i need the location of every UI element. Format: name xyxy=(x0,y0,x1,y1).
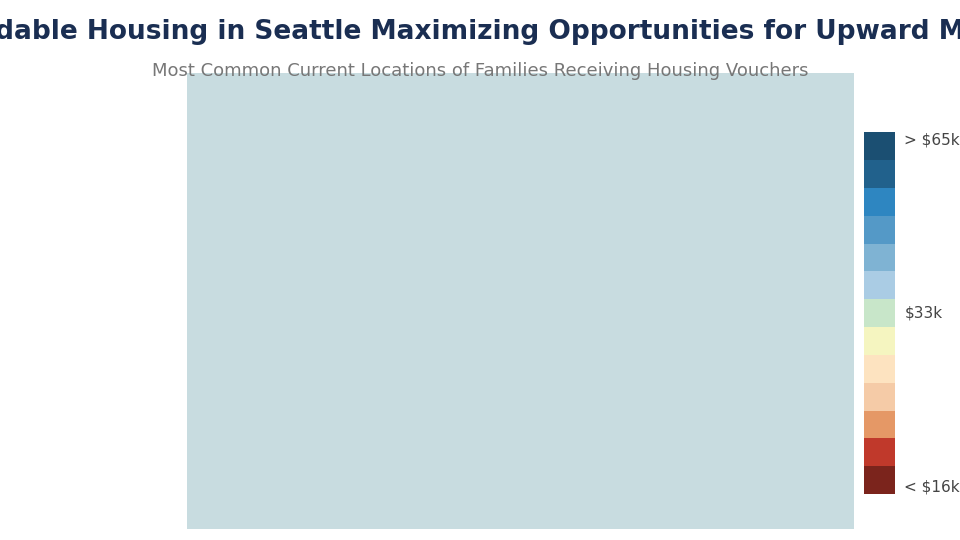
Text: $33k: $33k xyxy=(904,306,943,321)
Text: Most Common Current Locations of Families Receiving Housing Vouchers: Most Common Current Locations of Familie… xyxy=(152,62,808,80)
Text: Is Affordable Housing in Seattle Maximizing Opportunities for Upward Mobility?: Is Affordable Housing in Seattle Maximiz… xyxy=(0,19,960,45)
Text: < $16k: < $16k xyxy=(904,479,960,494)
Text: > $65k: > $65k xyxy=(904,132,960,147)
